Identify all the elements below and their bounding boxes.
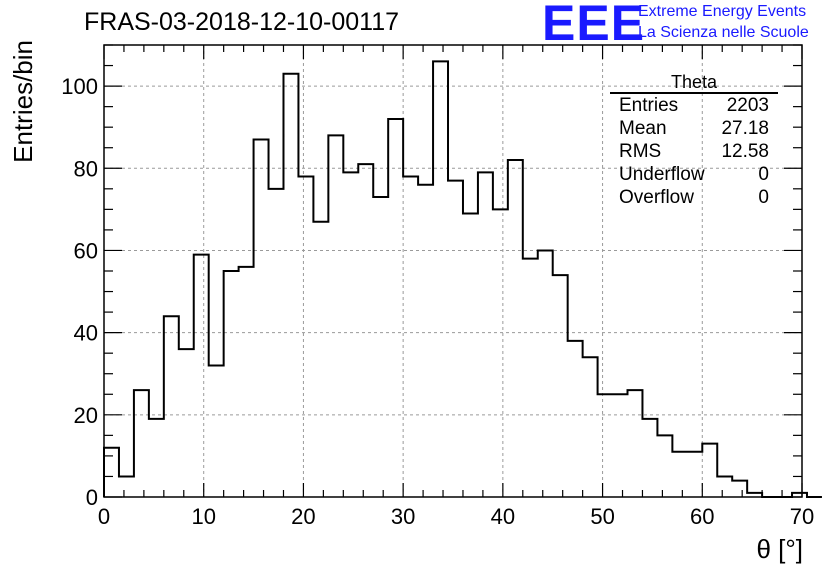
y-tick-labels: 0 20 40 60 80 100 (61, 74, 98, 510)
y-axis-title: Entries/bin (8, 40, 38, 163)
histogram-bin (717, 476, 732, 497)
logo-tagline-1: Extreme Energy Events (638, 3, 807, 20)
histogram-bin (418, 185, 433, 497)
histogram-bin (119, 476, 134, 497)
stats-value: 2203 (726, 95, 769, 116)
stats-row-entries: Entries 2203 (610, 94, 778, 117)
histogram-bin (463, 213, 478, 497)
eee-logo: EEE (542, 0, 646, 51)
histogram-bin (224, 271, 239, 497)
histogram-bin (164, 316, 179, 497)
histogram-bin (283, 74, 298, 497)
histogram-bin (508, 160, 523, 497)
histogram-bin (702, 444, 717, 497)
histogram-bin (254, 140, 269, 497)
histogram-bin (149, 419, 164, 497)
y-tick-label: 40 (74, 321, 98, 346)
stats-label: Overflow (619, 187, 694, 208)
y-tick-label: 20 (74, 403, 98, 428)
histogram-bin (478, 172, 493, 497)
histogram-bin (313, 222, 328, 497)
histogram-bin (568, 341, 583, 497)
histogram-bin (343, 172, 358, 497)
y-tick-label: 0 (86, 485, 98, 510)
histogram-bin (104, 448, 119, 497)
histogram-bin (358, 164, 373, 497)
x-tick-label: 40 (491, 504, 515, 529)
stats-row-rms: RMS 12.58 (610, 140, 778, 163)
histogram-bin (209, 366, 224, 497)
x-tick-label: 20 (291, 504, 315, 529)
histogram-bin (628, 390, 643, 497)
stats-title: Theta (610, 72, 778, 94)
y-tick-label: 80 (74, 156, 98, 181)
axis-ticks (103, 44, 803, 498)
x-tick-label: 70 (790, 504, 814, 529)
histogram-bin (403, 176, 418, 497)
stats-label: RMS (619, 141, 662, 162)
stats-value: 0 (758, 164, 769, 185)
histogram-bin (598, 394, 613, 497)
logo-tagline-2: La Scienza nelle Scuole (638, 24, 809, 41)
histogram-bin (583, 357, 598, 497)
histogram-bin (269, 189, 284, 497)
stats-row-overflow: Overflow 0 (610, 186, 778, 209)
stats-label: Underflow (619, 164, 705, 185)
histogram-bin (388, 119, 403, 497)
stats-row-underflow: Underflow 0 (610, 163, 778, 186)
histogram-bin (732, 481, 747, 497)
stats-box: Theta Entries 2203 Mean 27.18 RMS 12.58 … (610, 72, 778, 209)
histogram-bin (194, 255, 209, 497)
histogram-bin (493, 209, 508, 497)
x-tick-label: 10 (191, 504, 215, 529)
histogram-bin (448, 181, 463, 497)
stats-value: 0 (758, 187, 769, 208)
histogram-bin (134, 390, 149, 497)
histogram-bin (328, 135, 343, 497)
stats-value: 27.18 (721, 118, 769, 139)
histogram-title: FRAS-03-2018-12-10-00117 (84, 8, 400, 36)
stats-row-mean: Mean 27.18 (610, 117, 778, 140)
histogram-bin (373, 197, 388, 497)
histogram-bin (433, 61, 448, 497)
histogram-outline (103, 60, 822, 498)
histogram-bin (179, 349, 194, 497)
x-tick-label: 0 (98, 504, 110, 529)
stats-label: Entries (619, 95, 679, 116)
histogram-bin (613, 394, 628, 497)
histogram-bin (687, 452, 702, 497)
x-tick-labels: 0 10 20 30 40 50 60 70 (98, 504, 814, 529)
histogram-bin (657, 435, 672, 497)
histogram-bin (672, 452, 687, 497)
x-tick-label: 50 (590, 504, 614, 529)
histogram-bin (239, 267, 254, 497)
y-tick-label: 60 (74, 238, 98, 263)
histogram-bin (553, 275, 568, 497)
x-tick-label: 30 (391, 504, 415, 529)
stats-label: Mean (619, 118, 667, 139)
y-tick-label: 100 (61, 74, 98, 99)
stats-value: 12.58 (721, 141, 769, 162)
histogram-bin (538, 250, 553, 497)
histogram-bin (523, 259, 538, 497)
x-tick-label: 60 (690, 504, 714, 529)
grid-lines (104, 45, 802, 497)
histogram-bin (298, 176, 313, 497)
x-axis-title: θ [°] (756, 534, 803, 564)
histogram-bin (642, 419, 657, 497)
